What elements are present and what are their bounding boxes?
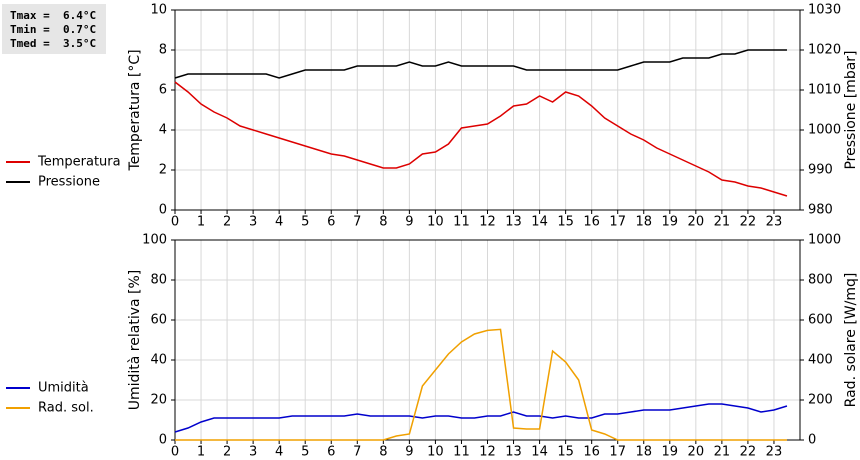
y2-tick-label: 1020 [808, 43, 841, 58]
y-tick-label: 40 [150, 353, 167, 368]
x-tick-label: 5 [301, 215, 309, 230]
x-tick-label: 22 [740, 215, 757, 230]
y-tick-label: 0 [159, 433, 167, 448]
series-line [174, 403, 788, 433]
x-tick-label: 6 [327, 215, 335, 230]
x-tick-label: 15 [557, 215, 574, 230]
y2-axis-title: Rad. solare [W/mq] [843, 273, 859, 408]
x-tick-label: 20 [688, 445, 705, 460]
x-tick-label: 4 [275, 445, 283, 460]
x-tick-label: 9 [405, 445, 413, 460]
y-axis-title: Umidità relativa [%] [127, 270, 143, 411]
x-tick-label: 18 [635, 215, 652, 230]
x-tick-label: 20 [688, 215, 705, 230]
x-tick-label: 0 [171, 215, 179, 230]
x-tick-label: 8 [379, 215, 387, 230]
x-tick-label: 1 [197, 445, 205, 460]
x-tick-label: 3 [249, 445, 257, 460]
x-tick-label: 13 [505, 215, 522, 230]
x-tick-label: 21 [714, 215, 731, 230]
y2-tick-label: 200 [808, 393, 833, 408]
x-tick-label: 17 [609, 445, 626, 460]
y-axis-title: Temperatura [°C] [127, 49, 143, 171]
y2-tick-label: 400 [808, 353, 833, 368]
x-tick-label: 6 [327, 445, 335, 460]
stat: Tmax = 6.4°C [10, 9, 96, 22]
y-tick-label: 8 [159, 43, 167, 58]
stat: Tmed = 3.5°C [10, 37, 96, 50]
x-tick-label: 12 [479, 445, 496, 460]
x-tick-label: 16 [583, 445, 600, 460]
legend-label: Pressione [38, 175, 100, 190]
y2-tick-label: 0 [808, 433, 816, 448]
x-tick-label: 9 [405, 215, 413, 230]
x-tick-label: 13 [505, 445, 522, 460]
y2-tick-label: 980 [808, 203, 833, 218]
y2-tick-label: 800 [808, 273, 833, 288]
x-tick-label: 23 [766, 215, 783, 230]
x-tick-label: 21 [714, 445, 731, 460]
x-tick-label: 12 [479, 215, 496, 230]
y-tick-label: 100 [142, 233, 167, 248]
series-line [175, 328, 787, 441]
y2-tick-label: 1030 [808, 3, 841, 18]
y2-tick-label: 1000 [808, 123, 841, 138]
legend-label: Rad. sol. [38, 401, 94, 416]
x-tick-label: 10 [427, 215, 444, 230]
x-tick-label: 14 [531, 445, 548, 460]
y-tick-label: 80 [150, 273, 167, 288]
plot-frame [174, 9, 801, 211]
x-tick-label: 23 [766, 445, 783, 460]
y2-tick-label: 1010 [808, 83, 841, 98]
x-tick-label: 8 [379, 445, 387, 460]
x-tick-label: 0 [171, 445, 179, 460]
legend-label: Temperatura [37, 155, 121, 170]
y-tick-label: 60 [150, 313, 167, 328]
x-tick-label: 1 [197, 215, 205, 230]
series-line [174, 49, 787, 79]
x-tick-label: 11 [453, 215, 470, 230]
y-tick-label: 10 [150, 3, 167, 18]
stat: Tmin = 0.7°C [10, 23, 96, 36]
x-tick-label: 5 [301, 445, 309, 460]
x-tick-label: 18 [635, 445, 652, 460]
x-tick-label: 16 [583, 215, 600, 230]
x-tick-label: 7 [353, 445, 361, 460]
x-tick-label: 15 [557, 445, 574, 460]
x-tick-label: 17 [609, 215, 626, 230]
legend-label: Umidità [38, 381, 89, 396]
x-tick-label: 4 [275, 215, 283, 230]
x-tick-label: 3 [249, 215, 257, 230]
y-tick-label: 0 [159, 203, 167, 218]
plot-frame [174, 239, 801, 441]
series-line [174, 81, 788, 197]
y-tick-label: 20 [150, 393, 167, 408]
x-tick-label: 10 [427, 445, 444, 460]
y2-tick-label: 600 [808, 313, 833, 328]
x-tick-label: 11 [453, 445, 470, 460]
x-tick-label: 2 [223, 445, 231, 460]
y2-axis-title: Pressione [mbar] [843, 50, 859, 169]
y2-tick-label: 990 [808, 163, 833, 178]
y2-tick-label: 1000 [808, 233, 841, 248]
y-tick-label: 2 [159, 163, 167, 178]
x-tick-label: 19 [662, 445, 679, 460]
y-tick-label: 4 [159, 123, 167, 138]
x-tick-label: 19 [662, 215, 679, 230]
x-tick-label: 22 [740, 445, 757, 460]
x-tick-label: 2 [223, 215, 231, 230]
x-tick-label: 7 [353, 215, 361, 230]
x-tick-label: 14 [531, 215, 548, 230]
stats-box [2, 4, 106, 54]
y-tick-label: 6 [159, 83, 167, 98]
